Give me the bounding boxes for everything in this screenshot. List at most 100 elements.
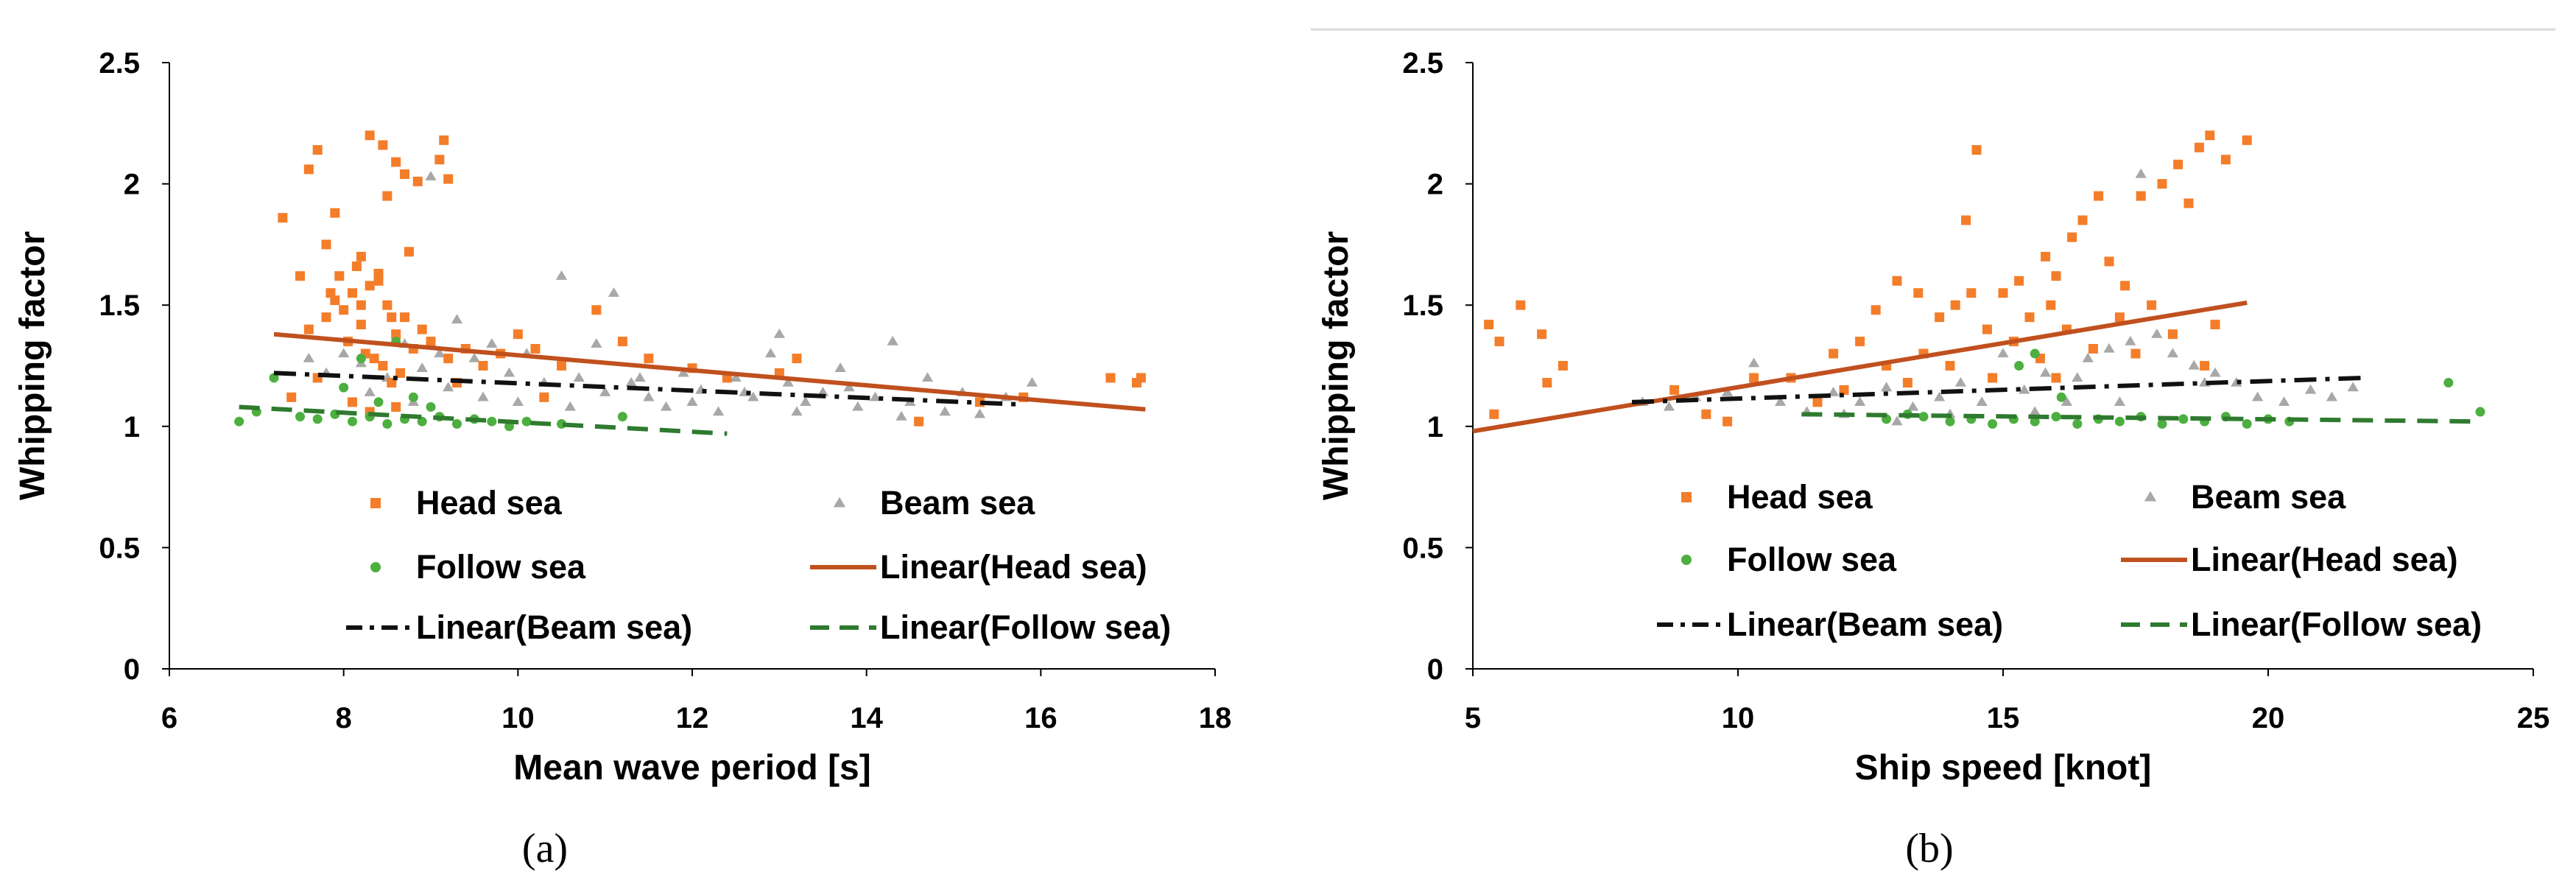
beam-sea-point	[303, 352, 314, 362]
head-sea-point	[339, 305, 349, 315]
beam-sea-point	[1907, 401, 1919, 411]
head-sea-point	[391, 401, 401, 412]
legend-head-label: Head sea	[416, 484, 563, 522]
head-sea-point	[443, 174, 454, 184]
y-tick-label: 1.5	[99, 289, 140, 322]
beam-sea-point	[800, 396, 812, 407]
follow-sea-point	[1945, 416, 1955, 427]
head-sea-point	[1516, 300, 1526, 310]
head-sea-point	[2157, 179, 2167, 189]
x-tick-label: 10	[502, 702, 535, 734]
follow-sea-point	[295, 412, 305, 422]
beam-sea-point	[921, 372, 934, 382]
head-sea-point	[539, 392, 549, 402]
beam-sea-point	[2125, 335, 2136, 345]
head-sea-point	[1982, 324, 1992, 334]
beam-sea-point	[843, 382, 855, 392]
beam-sea-point	[2072, 372, 2083, 382]
beam-sea-point	[1954, 376, 1967, 387]
head-sea-point	[334, 271, 345, 281]
legend-head-label: Head sea	[1727, 478, 1873, 516]
beam-sea-point	[2278, 396, 2290, 407]
legend-head-trend-label: Linear(Head sea)	[880, 548, 1147, 586]
follow-sea-point	[2114, 416, 2125, 427]
head-sea-point	[325, 288, 336, 298]
head-sea-point	[1537, 329, 1547, 340]
legend: Head sea Beam sea Follow sea Linear(Head se…	[346, 484, 1171, 646]
x-axis-title: Ship speed [knot]	[1855, 748, 2152, 787]
x-tick-label: 15	[1987, 702, 2020, 734]
head-sea-point	[2194, 142, 2204, 152]
head-sea-point	[2173, 159, 2183, 169]
head-sea-point	[348, 397, 357, 407]
follow-trend-line	[1801, 412, 2481, 424]
beam-sea-series	[303, 171, 1038, 421]
head-sea-point	[2183, 198, 2194, 208]
head-sea-point	[1494, 337, 1505, 347]
head-sea-point	[2041, 251, 2051, 262]
x-tick-label: 6	[161, 702, 177, 734]
legend-beam-marker	[833, 496, 846, 508]
beam-sea-point	[1976, 396, 1988, 407]
head-sea-point	[1855, 337, 1865, 347]
head-sea-point	[513, 329, 523, 340]
head-sea-point	[443, 354, 454, 364]
beam-sea-point	[834, 362, 846, 372]
follow-trend-line	[239, 404, 728, 436]
chart-panel-b: 0 0.5 1 1.5 2 2.5 5 10 15 20 25 Ship speed [knot] Wh…	[1317, 47, 2549, 871]
beam-sea-point	[2135, 168, 2147, 178]
follow-sea-point	[617, 412, 627, 422]
head-sea-point	[400, 169, 409, 179]
y-tick-label: 1.5	[1402, 289, 1443, 322]
x-tick-label: 16	[1024, 702, 1058, 734]
head-sea-point	[356, 320, 366, 330]
head-sea-point	[303, 164, 314, 175]
head-sea-point	[387, 378, 397, 388]
head-sea-point	[365, 130, 375, 141]
beam-sea-point	[2019, 384, 2030, 394]
beam-sea-point	[1663, 401, 1675, 411]
beam-sea-series	[1636, 168, 2359, 426]
beam-sea-point	[1997, 348, 2009, 358]
follow-sea-series	[234, 337, 627, 432]
beam-sea-point	[591, 338, 602, 348]
beam-sea-point	[887, 335, 898, 345]
follow-sea-point	[2475, 407, 2485, 417]
y-tick-label: 2.5	[1402, 47, 1443, 80]
head-sea-point	[1558, 361, 1568, 371]
legend-head-trend-label: Linear(Head sea)	[2191, 541, 2458, 578]
beam-sea-point	[686, 396, 698, 407]
legend-follow-label: Follow sea	[1727, 541, 1897, 578]
head-sea-point	[2136, 191, 2146, 201]
head-sea-point	[2051, 373, 2061, 383]
beam-sea-point	[643, 391, 655, 401]
head-sea-point	[2120, 281, 2130, 291]
head-sea-point	[2210, 320, 2220, 330]
head-sea-point	[792, 354, 802, 364]
head-sea-point	[387, 312, 397, 323]
head-sea-point	[644, 354, 654, 364]
beam-sea-point	[512, 396, 524, 407]
follow-sea-point	[2056, 392, 2066, 402]
legend-follow-marker	[370, 562, 381, 572]
x-axis-title: Mean wave period [s]	[513, 748, 870, 787]
legend-beam-label: Beam sea	[2191, 478, 2346, 516]
head-sea-point	[1484, 320, 1494, 330]
head-sea-point	[2220, 155, 2231, 165]
x-tick-label: 5	[1465, 702, 1481, 734]
head-sea-point	[295, 271, 305, 281]
beam-sea-point	[2209, 367, 2221, 377]
legend-head-marker	[1681, 492, 1692, 502]
follow-sea-point	[2178, 414, 2189, 424]
y-tick-label: 1	[124, 411, 140, 443]
head-sea-point	[417, 324, 427, 334]
beam-sea-point	[974, 408, 986, 418]
head-trend-line	[1472, 300, 2248, 434]
beam-sea-point	[434, 348, 446, 358]
chart-panel-a: 0 0.5 1 1.5 2 2.5 6 8 10 12 14 16 18 Mean wave period…	[13, 47, 1231, 871]
beam-sea-point	[2326, 391, 2338, 401]
beam-sea-point	[1854, 396, 1866, 407]
head-sea-point	[400, 312, 409, 323]
beam-sea-point	[1827, 386, 1840, 396]
beam-sea-point	[869, 391, 881, 401]
